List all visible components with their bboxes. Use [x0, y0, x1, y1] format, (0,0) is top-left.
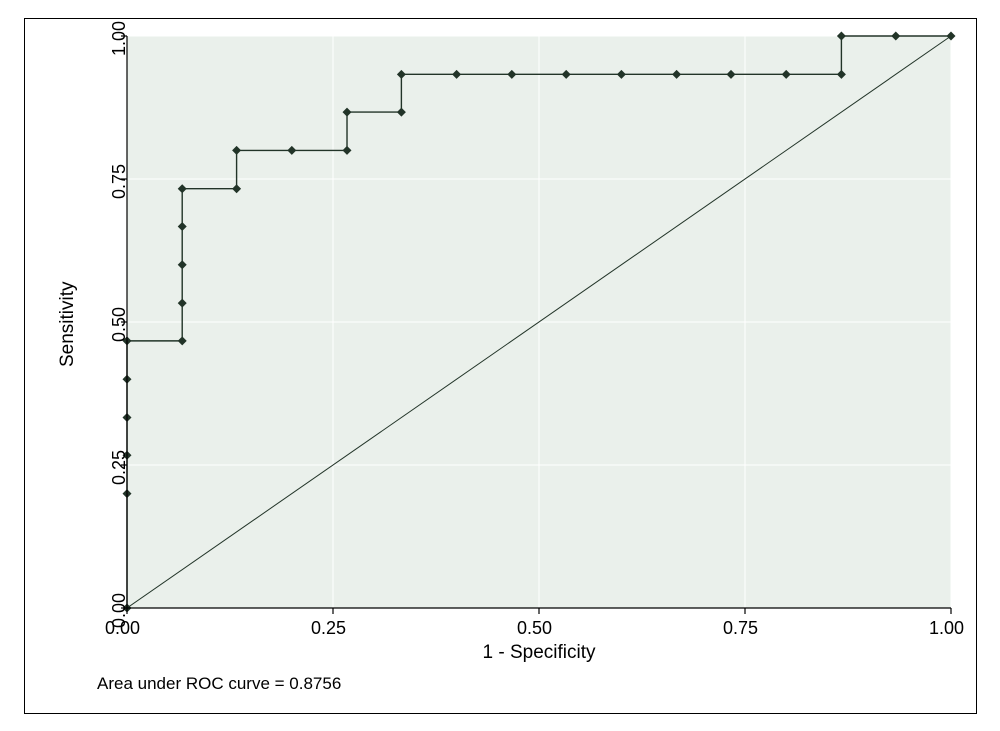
x-tick-label: 0.50	[517, 618, 552, 639]
y-axis-label: Sensitivity	[57, 281, 79, 367]
y-tick-label: 1.00	[109, 21, 130, 56]
x-axis-label: 1 - Specificity	[127, 642, 951, 664]
x-tick-label: 0.75	[723, 618, 758, 639]
y-tick-label: 0.00	[109, 593, 130, 628]
y-tick-label: 0.50	[109, 307, 130, 342]
x-tick-label: 1.00	[929, 618, 964, 639]
x-tick-label: 0.25	[311, 618, 346, 639]
auc-footer: Area under ROC curve = 0.8756	[97, 674, 341, 694]
y-tick-label: 0.25	[109, 450, 130, 485]
roc-chart	[113, 22, 965, 622]
y-tick-label: 0.75	[109, 164, 130, 199]
